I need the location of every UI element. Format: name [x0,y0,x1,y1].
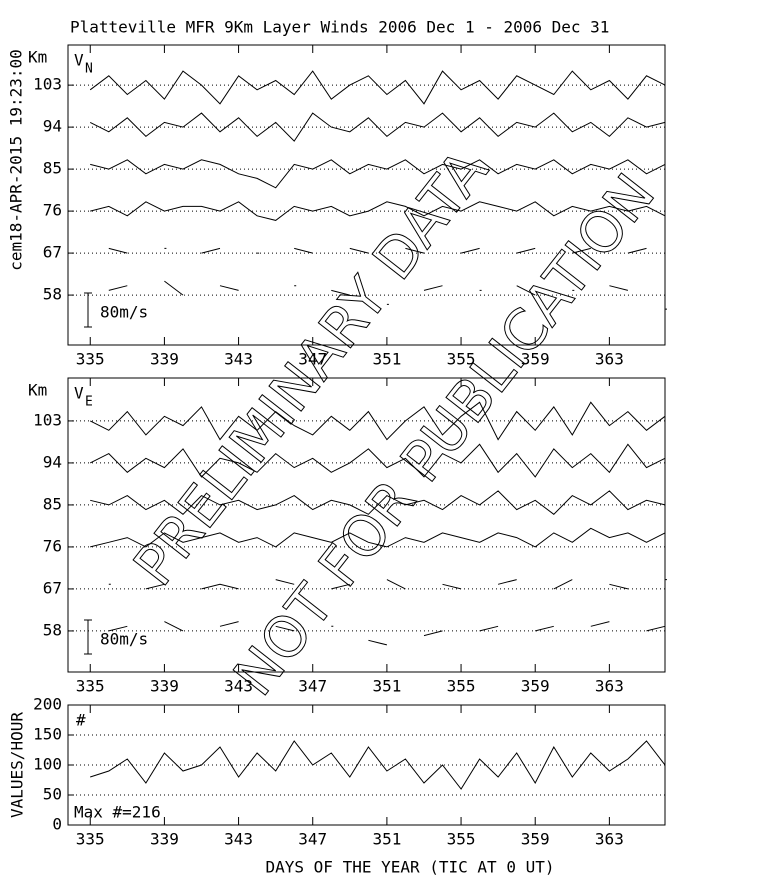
y-tick-label: 50 [43,785,62,804]
x-tick-label: 355 [447,830,476,849]
y-tick-label: 103 [33,410,62,429]
x-tick-label: 355 [447,677,476,696]
y-axis-label: VALUES/HOUR [8,712,27,818]
y-tick-label: 85 [43,494,62,513]
trace [108,579,667,590]
trace [90,490,666,515]
trace [90,740,666,790]
panel-label-sub: E [85,395,93,410]
x-tick-label: 355 [447,350,476,369]
y-tick-label: 103 [33,75,62,94]
y-tick-label: 67 [43,243,62,262]
x-tick-label: 351 [372,830,401,849]
trace [89,443,666,478]
x-tick-label: 351 [372,350,401,369]
y-tick-label: 0 [52,815,62,834]
panel-label: V [74,51,84,70]
panel-label-sub: N [85,62,93,77]
y-tick-label: 100 [33,755,62,774]
y-tick-label: 94 [43,452,62,471]
max-label: Max #=216 [74,803,161,822]
trace [90,159,666,189]
y-tick-label: 200 [33,695,62,714]
trace [108,247,647,254]
x-tick-label: 347 [298,830,327,849]
panel-label: V [74,384,84,403]
timestamp: cem18-APR-2015 19:23:00 [7,49,26,271]
trace [108,621,666,646]
x-tick-label: 335 [76,830,105,849]
x-tick-label: 363 [595,830,624,849]
y-tick-label: 85 [43,159,62,178]
panel-label: # [76,711,86,730]
x-tick-label: 359 [521,350,550,369]
scale-label: 80m/s [100,303,148,322]
y-tick-label: 76 [43,201,62,220]
trace [90,201,666,221]
y-axis-unit: Km [28,48,47,67]
x-tick-label: 343 [224,830,253,849]
x-tick-label: 347 [298,350,327,369]
scale-bar [84,619,92,655]
x-tick-label: 339 [150,677,179,696]
x-tick-label: 339 [150,830,179,849]
y-tick-label: 76 [43,536,62,555]
x-tick-label: 351 [372,677,401,696]
trace [108,280,667,310]
x-axis-label: DAYS OF THE YEAR (TIC AT 0 UT) [266,858,555,877]
x-tick-label: 343 [224,677,253,696]
trace [89,70,666,105]
x-tick-label: 335 [76,677,105,696]
chart-title: Platteville MFR 9Km Layer Winds 2006 Dec… [70,18,609,37]
scale-label: 80m/s [100,630,148,649]
x-tick-label: 335 [76,350,105,369]
plot-frame [67,377,666,673]
x-tick-label: 347 [298,677,327,696]
trace [90,527,666,548]
y-tick-label: 150 [33,725,62,744]
y-axis-unit: Km [28,381,47,400]
trace [89,401,666,441]
plot-frame [67,44,666,346]
y-tick-label: 58 [43,285,62,304]
x-tick-label: 359 [521,677,550,696]
scale-bar [84,292,92,328]
y-tick-label: 58 [43,620,62,639]
x-tick-label: 363 [595,350,624,369]
y-tick-label: 67 [43,578,62,597]
trace [89,112,666,142]
x-tick-label: 359 [521,830,550,849]
y-tick-label: 94 [43,117,62,136]
x-tick-label: 339 [150,350,179,369]
x-tick-label: 363 [595,677,624,696]
x-tick-label: 343 [224,350,253,369]
